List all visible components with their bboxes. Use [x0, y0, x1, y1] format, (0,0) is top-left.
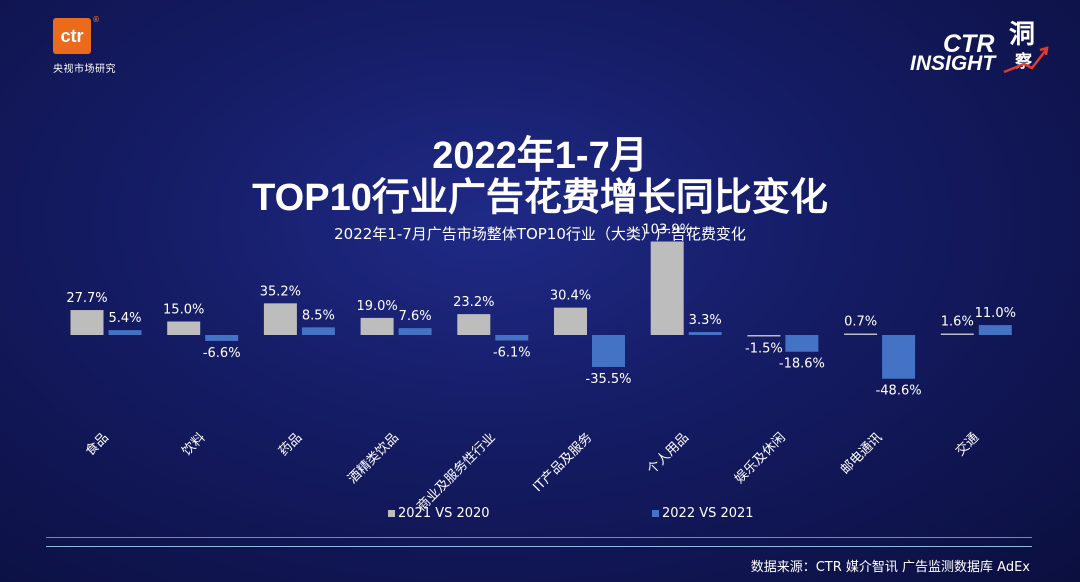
- data-label-2021-9: 1.6%: [941, 315, 974, 330]
- ctr-logo-text: ctr: [60, 25, 84, 46]
- insight-logo-char-dong: 洞: [1009, 20, 1036, 50]
- legend-swatch-grey: [388, 510, 395, 517]
- bar-2022-9: [978, 325, 1012, 335]
- data-label-2022-5: -35.5%: [586, 372, 632, 387]
- bar-2022-4: [495, 335, 529, 341]
- x-tick-label-1: 饮料: [180, 430, 209, 459]
- bar-2022-3: [398, 328, 432, 335]
- insight-logo-ctr: CTR: [943, 30, 995, 58]
- legend-item-2022: 2022 VS 2021: [652, 506, 754, 521]
- page-title-line1: 2022年1-7月: [432, 135, 648, 177]
- divider-line-top: [46, 537, 1032, 538]
- legend-swatch-blue: [652, 510, 659, 517]
- data-label-2021-5: 30.4%: [550, 289, 591, 304]
- bar-2022-5: [592, 335, 625, 367]
- legend-label-2022: 2022 VS 2021: [662, 506, 754, 521]
- bar-2022-6: [688, 332, 722, 335]
- bar-2022-8: [882, 335, 916, 379]
- bar-2022-0: [108, 330, 142, 335]
- x-tick-label-3: 酒精类饮品: [345, 430, 402, 487]
- bar-2021-9: [940, 333, 974, 335]
- insight-logo-insight: INSIGHT: [910, 52, 996, 75]
- data-label-2021-8: 0.7%: [844, 315, 877, 330]
- data-label-2021-4: 23.2%: [453, 295, 494, 310]
- x-tick-label-8: 邮电通讯: [838, 430, 885, 477]
- x-tick-label-6: 个人用品: [645, 430, 692, 477]
- ctr-insight-logo: CTR INSIGHT 洞 察: [910, 14, 1050, 76]
- data-label-2021-6: 103.9%: [642, 222, 692, 237]
- page-title-line2: TOP10行业广告花费增长同比变化: [252, 177, 828, 219]
- data-label-2022-6: 3.3%: [689, 313, 722, 328]
- registered-mark: ®: [93, 15, 99, 24]
- bar-2021-6: [650, 241, 684, 335]
- bar-2021-7: [747, 335, 781, 337]
- legend-item-2021: 2021 VS 2020: [388, 506, 490, 521]
- data-label-2022-8: -48.6%: [876, 384, 922, 399]
- bar-2021-4: [457, 314, 491, 335]
- ctr-logo-mark: ctr ®: [53, 15, 99, 54]
- divider-line-bottom: [46, 546, 1032, 547]
- x-tick-label-5: IT产品及服务: [530, 430, 596, 496]
- x-tick-label-2: 药品: [276, 430, 305, 459]
- arrow-icon: [1003, 46, 1049, 74]
- data-label-2022-3: 7.6%: [399, 309, 432, 324]
- data-label-2022-7: -18.6%: [779, 357, 825, 372]
- bar-2021-8: [844, 333, 878, 335]
- bar-2021-5: [554, 307, 587, 335]
- bar-2022-7: [785, 335, 819, 352]
- data-label-2021-7: -1.5%: [745, 342, 783, 357]
- data-label-2022-2: 8.5%: [302, 308, 335, 323]
- ctr-logo: ctr ® 央视市场研究: [53, 15, 133, 75]
- data-label-2021-0: 27.7%: [66, 291, 107, 306]
- x-tick-label-4: 商业及服务性行业: [414, 430, 499, 515]
- data-label-2021-2: 35.2%: [260, 284, 301, 299]
- bar-2022-2: [301, 327, 335, 335]
- x-tick-label-9: 交通: [952, 430, 982, 460]
- data-label-2022-0: 5.4%: [108, 311, 141, 326]
- bar-2021-3: [360, 317, 394, 335]
- data-label-2022-1: -6.6%: [203, 346, 241, 361]
- x-tick-label-7: 娱乐及休闲: [732, 430, 789, 487]
- ctr-logo-subtitle: 央视市场研究: [53, 64, 116, 75]
- chart-title: 2022年1-7月广告市场整体TOP10行业（大类）广告花费变化: [334, 225, 746, 243]
- bar-2021-1: [167, 321, 201, 335]
- legend-label-2021: 2021 VS 2020: [398, 506, 490, 521]
- data-label-2021-3: 19.0%: [356, 299, 397, 314]
- x-tick-label-0: 食品: [82, 430, 112, 460]
- data-label-2022-9: 11.0%: [975, 306, 1016, 321]
- bar-2022-1: [205, 335, 239, 341]
- bar-2021-2: [263, 303, 297, 335]
- bar-2021-0: [70, 310, 104, 335]
- data-source: 数据来源：CTR 媒介智讯 广告监测数据库 AdEx: [750, 560, 1030, 575]
- data-label-2022-4: -6.1%: [493, 345, 531, 360]
- data-label-2021-1: 15.0%: [163, 303, 204, 318]
